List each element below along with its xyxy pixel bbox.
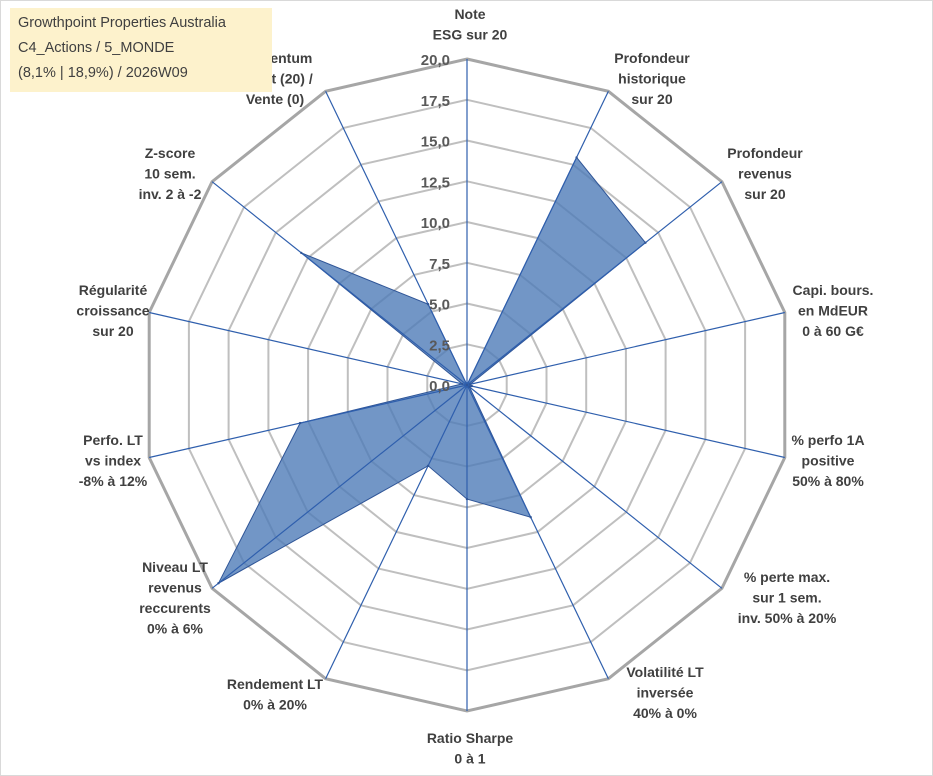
axis-spoke	[466, 91, 609, 386]
axis-label: 0 à 1	[454, 751, 485, 767]
tick-label: 0,0	[429, 378, 450, 395]
axis-label: reccurents	[139, 600, 211, 616]
tick-label: 10,0	[421, 215, 450, 232]
axis-label: en MdEUR	[798, 303, 868, 319]
axis-label: vs index	[85, 453, 141, 469]
tick-label: 2,5	[429, 337, 450, 354]
axis-label: 0% à 20%	[243, 697, 307, 713]
axis-label: 50% à 80%	[792, 473, 864, 489]
data-point	[644, 241, 647, 244]
axis-label: 0% à 6%	[147, 621, 204, 637]
axis-label: -8% à 12%	[79, 473, 148, 489]
data-point	[529, 516, 532, 519]
company-name: Growthpoint Properties Australia	[18, 15, 226, 31]
axis-spoke	[325, 384, 468, 679]
period-label: (8,1% | 18,9%) / 2026W09	[18, 65, 188, 81]
axis-label: 0 à 60 G€	[802, 323, 864, 339]
info-box: Growthpoint Properties Australia C4_Acti…	[10, 8, 272, 92]
axis-spoke	[149, 384, 468, 459]
axis-spoke	[211, 384, 468, 589]
axis-label: revenus	[738, 166, 792, 182]
axis-label: historique	[618, 71, 686, 87]
axis-label: Niveau LT	[142, 559, 208, 575]
axis-label: Perfo. LT	[83, 432, 143, 448]
axis-label: inv. 50% à 20%	[738, 610, 837, 626]
axis-spoke	[466, 311, 785, 386]
axis-spoke	[211, 181, 468, 386]
data-point	[470, 384, 473, 388]
tick-label: 15,0	[421, 134, 450, 151]
axis-spoke	[325, 91, 468, 386]
axis-spoke	[149, 311, 468, 386]
axis-label: Rendement LT	[227, 676, 324, 692]
axis-label: inv. 2 à -2	[139, 186, 202, 202]
axis-label: sur 20	[744, 186, 785, 202]
axis-label: 10 sem.	[144, 166, 195, 182]
axis-label: sur 20	[92, 323, 133, 339]
axis-label: Régularité	[79, 282, 148, 298]
axis-label: croissance	[76, 303, 149, 319]
data-point	[468, 385, 471, 389]
axis-label: inversée	[637, 685, 694, 701]
axis-label: Profondeur	[614, 50, 690, 66]
tick-label: 7,5	[429, 256, 450, 273]
axis-label: % perfo 1A	[791, 432, 864, 448]
axis-label: Vente (0)	[246, 91, 304, 107]
axis-label: Ratio Sharpe	[427, 730, 514, 746]
axis-label: Note	[454, 6, 485, 22]
tick-label: 20,0	[421, 52, 450, 69]
axis-label: Z-score	[145, 145, 196, 161]
axis-label: sur 20	[631, 91, 672, 107]
axis-label: % perte max.	[744, 569, 830, 585]
axis-label: Volatilité LT	[626, 664, 704, 680]
data-point	[575, 156, 578, 159]
tick-label: 12,5	[421, 174, 450, 191]
axis-label: positive	[802, 453, 855, 469]
data-point	[217, 582, 220, 585]
axis-label: Profondeur	[727, 145, 803, 161]
axis-label: ESG sur 20	[433, 27, 508, 43]
axis-spoke	[466, 384, 723, 589]
axis-label: 40% à 0%	[633, 705, 697, 721]
axis-label: Capi. bours.	[793, 282, 874, 298]
data-point	[298, 421, 302, 425]
data-point	[300, 251, 303, 255]
tick-label: 5,0	[429, 297, 450, 314]
data-point	[469, 383, 472, 386]
axis-spoke	[466, 384, 785, 459]
data-point	[426, 464, 430, 467]
data-point	[465, 497, 469, 501]
axis-label: sur 1 sem.	[752, 590, 821, 606]
data-point	[461, 382, 464, 386]
tick-label: 17,5	[421, 93, 450, 110]
data-point	[465, 383, 469, 387]
axis-spoke	[466, 384, 609, 679]
axis-label: revenus	[148, 580, 202, 596]
category-label: C4_Actions / 5_MONDE	[18, 40, 175, 56]
axis-spoke	[466, 181, 723, 386]
data-point	[426, 303, 430, 306]
